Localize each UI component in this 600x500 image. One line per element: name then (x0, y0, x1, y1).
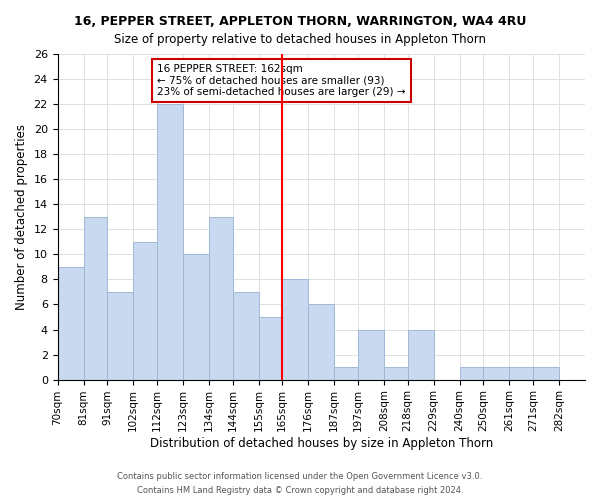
Bar (58, 267, 83, 380)
Bar (83, 217, 107, 380)
Text: Contains public sector information licensed under the Open Government Licence v3: Contains public sector information licen… (118, 472, 482, 481)
Bar (133, 242, 157, 380)
Bar (183, 254, 209, 380)
X-axis label: Distribution of detached houses by size in Appleton Thorn: Distribution of detached houses by size … (149, 437, 493, 450)
Text: Contains HM Land Registry data © Crown copyright and database right 2024.: Contains HM Land Registry data © Crown c… (137, 486, 463, 495)
Text: 16 PEPPER STREET: 162sqm
← 75% of detached houses are smaller (93)
23% of semi-d: 16 PEPPER STREET: 162sqm ← 75% of detach… (157, 64, 406, 97)
Bar (483, 367, 509, 380)
Bar (233, 292, 259, 380)
Bar (460, 367, 483, 380)
Bar (358, 330, 384, 380)
Bar (509, 367, 533, 380)
Bar (157, 104, 183, 380)
Bar (282, 280, 308, 380)
Y-axis label: Number of detached properties: Number of detached properties (15, 124, 28, 310)
Bar (259, 317, 282, 380)
Bar (209, 217, 233, 380)
Bar (533, 367, 559, 380)
Bar (334, 367, 358, 380)
Bar (384, 367, 407, 380)
Bar (407, 330, 434, 380)
Text: 16, PEPPER STREET, APPLETON THORN, WARRINGTON, WA4 4RU: 16, PEPPER STREET, APPLETON THORN, WARRI… (74, 15, 526, 28)
Bar (107, 292, 133, 380)
Bar (308, 304, 334, 380)
Text: Size of property relative to detached houses in Appleton Thorn: Size of property relative to detached ho… (114, 32, 486, 46)
